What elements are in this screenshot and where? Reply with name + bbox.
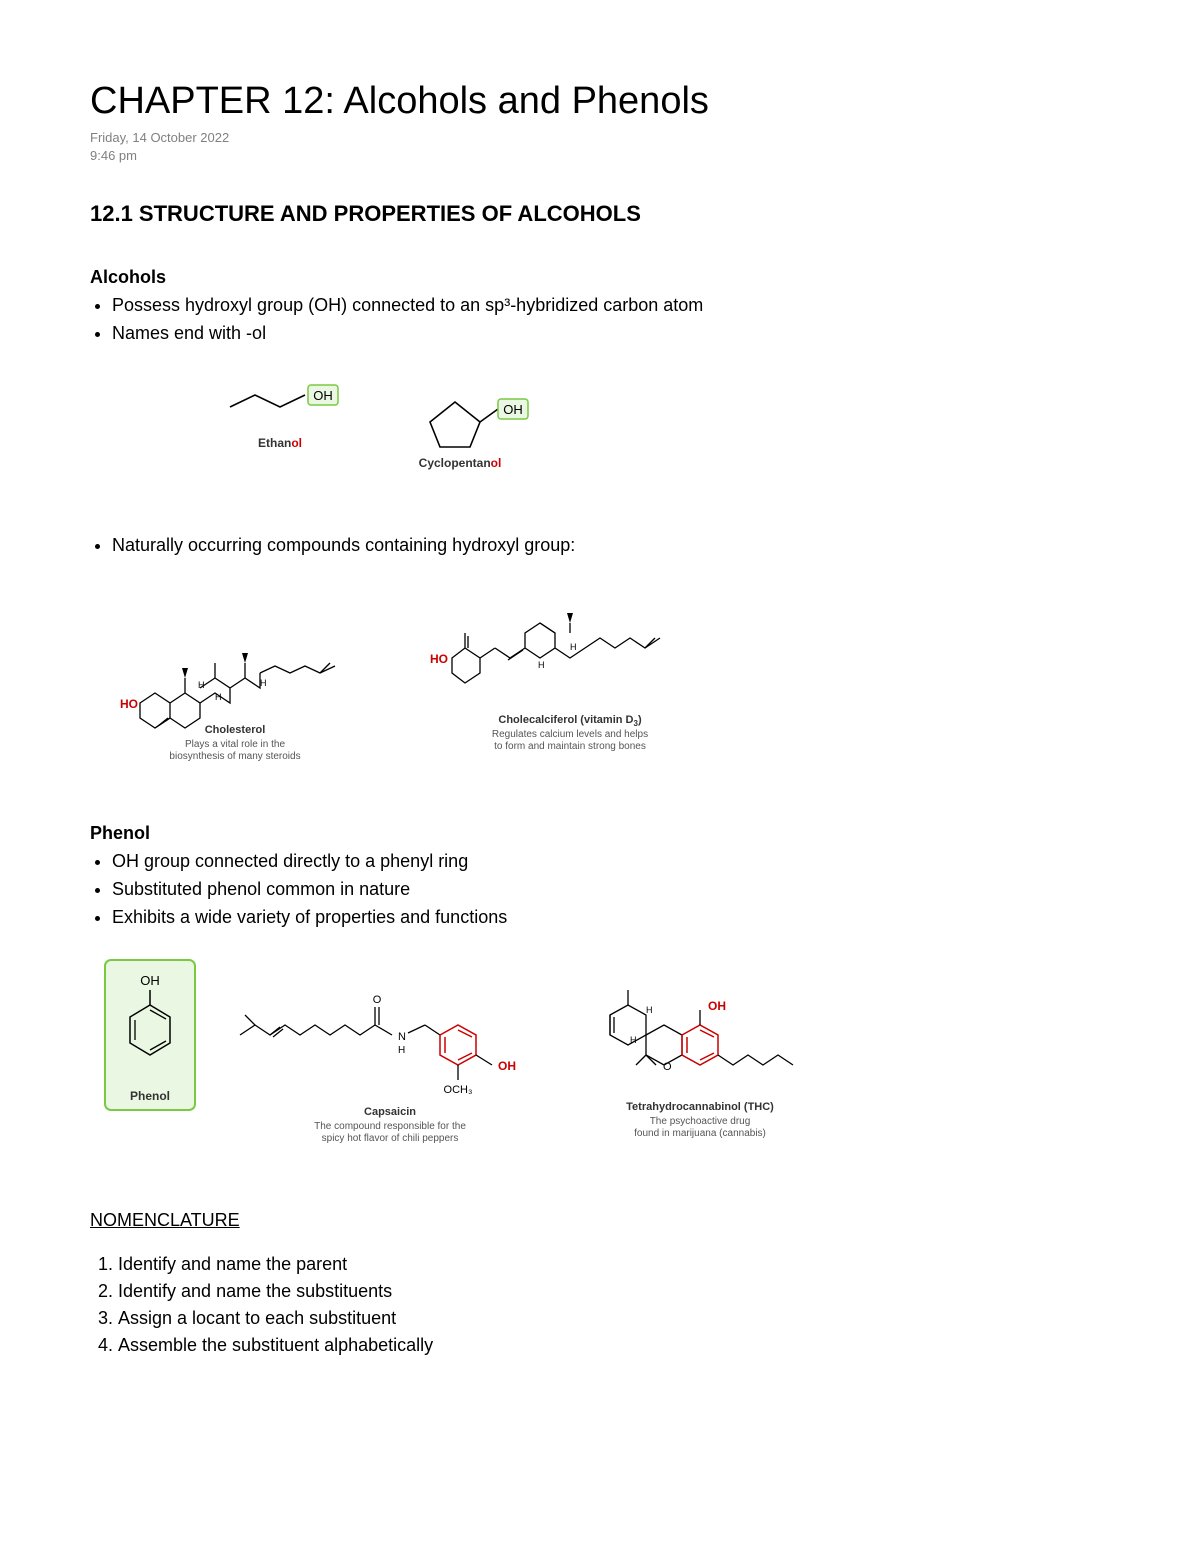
svg-text:H: H [538, 660, 545, 670]
svg-text:The psychoactive drug: The psychoactive drug [650, 1116, 751, 1127]
thc-caption: Tetrahydrocannabinol (THC) The psychoact… [626, 1101, 774, 1139]
oh-label: OH [708, 999, 726, 1013]
list-item: Identify and name the substituents [118, 1278, 1110, 1305]
capsaicin-caption: Capsaicin The compound responsible for t… [314, 1106, 466, 1144]
svg-text:Tetrahydrocannabinol (THC): Tetrahydrocannabinol (THC) [626, 1101, 774, 1113]
alcohols-bullet-2: Naturally occurring compounds containing… [112, 532, 1110, 558]
svg-text:Capsaicin: Capsaicin [364, 1106, 416, 1118]
svg-text:spicy hot flavor of chili pepp: spicy hot flavor of chili peppers [322, 1133, 459, 1144]
cyclopentanol-label-base: Cyclopentan [419, 456, 491, 470]
oh-label: OH [140, 973, 160, 988]
list-item: Identify and name the parent [118, 1251, 1110, 1278]
ho-label: HO [430, 652, 448, 666]
svg-text:Cholecalciferol (vitamin D3): Cholecalciferol (vitamin D3) [498, 714, 642, 728]
svg-text:H: H [570, 642, 577, 652]
figure-cholesterol-cholecalciferol: HO H H H Cholesterol Plays a vital role … [110, 578, 1110, 773]
svg-text:H: H [215, 692, 222, 702]
h-label: H [398, 1045, 405, 1056]
svg-text:H: H [630, 1035, 637, 1045]
nomenclature-heading: NOMENCLATURE [90, 1210, 1110, 1231]
o-label: O [663, 1061, 672, 1073]
meta-date: Friday, 14 October 2022 [90, 129, 1110, 147]
meta-time: 9:46 pm [90, 147, 1110, 165]
svg-text:H: H [198, 680, 205, 690]
list-item: Exhibits a wide variety of properties an… [112, 904, 1110, 930]
list-item: Assign a locant to each substituent [118, 1305, 1110, 1332]
alcohols-heading: Alcohols [90, 267, 1110, 288]
svg-text:Regulates calcium levels and h: Regulates calcium levels and helps [492, 729, 648, 740]
svg-text:found in marijuana (cannabis): found in marijuana (cannabis) [634, 1128, 766, 1139]
oh-label: OH [503, 402, 523, 417]
ho-label: HO [120, 697, 138, 711]
nomenclature-steps: Identify and name the parent Identify an… [118, 1251, 1110, 1359]
list-item: Substituted phenol common in nature [112, 876, 1110, 902]
svg-text:The compound responsible for t: The compound responsible for the [314, 1121, 466, 1132]
svg-text:H: H [646, 1005, 653, 1015]
phenol-bullets: OH group connected directly to a phenyl … [112, 848, 1110, 930]
svg-text:to form and maintain strong bo: to form and maintain strong bones [494, 741, 646, 752]
figure-ethanol-cyclopentanol: OH Ethanol OH Cyclopentanol [210, 367, 1110, 492]
section-heading: 12.1 STRUCTURE AND PROPERTIES OF ALCOHOL… [90, 201, 1110, 227]
oh-label: OH [313, 388, 333, 403]
page-title: CHAPTER 12: Alcohols and Phenols [90, 80, 1110, 123]
cholecalciferol-caption: Cholecalciferol (vitamin D3) Regulates c… [492, 714, 648, 752]
list-item: Possess hydroxyl group (OH) connected to… [112, 292, 1110, 318]
svg-text:Cholesterol: Cholesterol [205, 724, 266, 736]
svg-text:Plays a vital role in the: Plays a vital role in the [185, 739, 285, 750]
oh-label: OH [498, 1059, 516, 1073]
phenol-label: Phenol [130, 1089, 170, 1103]
phenol-heading: Phenol [90, 823, 1110, 844]
o-label: O [373, 994, 382, 1006]
ethanol-label-base: Ethan [258, 436, 291, 450]
figure-phenol-capsaicin-thc: OH Phenol O N H [100, 955, 1110, 1160]
n-label: N [398, 1031, 406, 1043]
och3-label: OCH₃ [444, 1084, 473, 1096]
cholesterol-caption: Cholesterol Plays a vital role in the bi… [169, 724, 300, 762]
list-item: Naturally occurring compounds containing… [112, 532, 1110, 558]
ethanol-label-suffix: ol [291, 436, 302, 450]
svg-text:Ethanol: Ethanol [258, 436, 302, 450]
list-item: OH group connected directly to a phenyl … [112, 848, 1110, 874]
list-item: Names end with -ol [112, 320, 1110, 346]
page-meta: Friday, 14 October 2022 9:46 pm [90, 129, 1110, 165]
list-item: Assemble the substituent alphabetically [118, 1332, 1110, 1359]
cyclopentanol-label-suffix: ol [491, 456, 502, 470]
svg-text:Cyclopentanol: Cyclopentanol [419, 456, 502, 470]
alcohols-bullets: Possess hydroxyl group (OH) connected to… [112, 292, 1110, 346]
svg-text:H: H [260, 678, 267, 688]
svg-text:biosynthesis of many steroids: biosynthesis of many steroids [169, 751, 300, 762]
